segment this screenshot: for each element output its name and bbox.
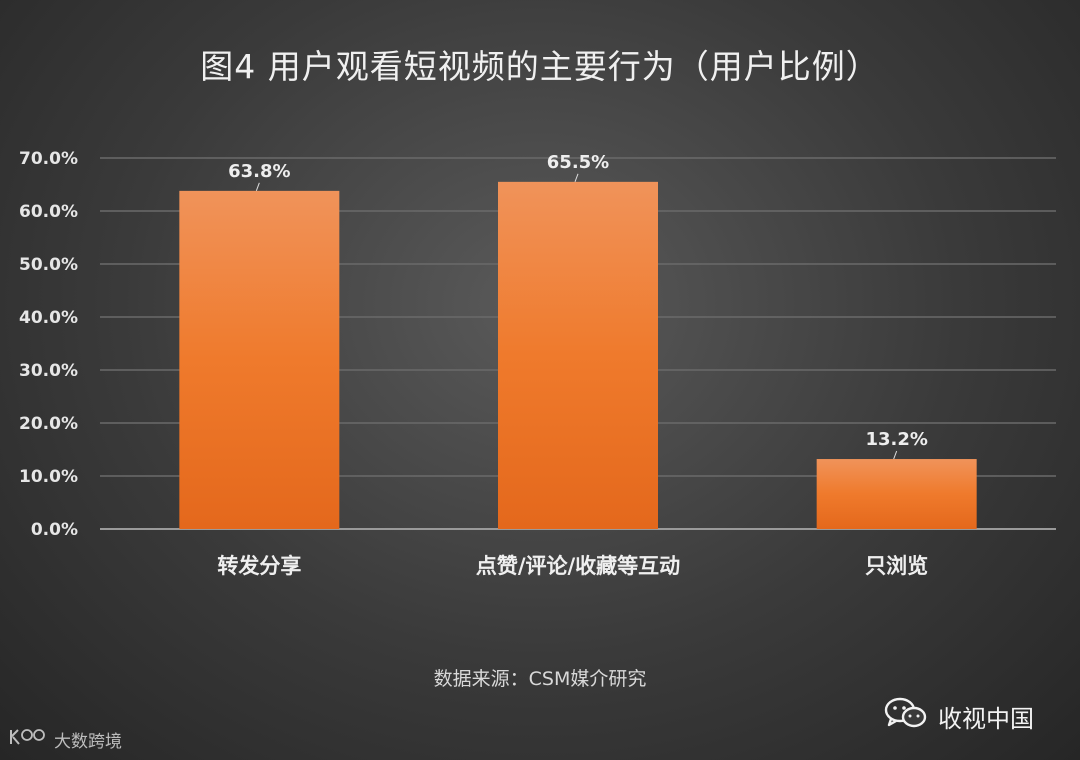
- watermark-right-text: 收视中国: [938, 704, 1034, 733]
- y-tick-label: 0.0%: [31, 520, 78, 540]
- bar: [179, 190, 340, 530]
- watermark-left-text: 大数跨境: [54, 732, 122, 752]
- y-tick-label: 50.0%: [19, 255, 78, 275]
- chart-title: 图4 用户观看短视频的主要行为（用户比例）: [200, 47, 880, 86]
- y-tick-label: 10.0%: [19, 467, 78, 487]
- bar: [498, 181, 658, 529]
- bar: [816, 459, 977, 529]
- brand-logo-icon: [8, 726, 48, 753]
- data-label-leader-line: [574, 173, 579, 183]
- data-label-leader-line: [893, 450, 898, 460]
- data-label: 13.2%: [865, 429, 927, 450]
- x-category-label: 只浏览: [865, 554, 928, 578]
- data-label: 65.5%: [547, 152, 609, 173]
- x-category-label: 点赞/评论/收藏等互动: [476, 554, 680, 578]
- data-source-note: 数据来源：CSM媒介研究: [433, 668, 647, 690]
- y-tick-label: 70.0%: [19, 149, 78, 169]
- watermark-shoushi-zhongguo: 收视中国: [884, 696, 1034, 736]
- y-tick-label: 30.0%: [19, 361, 78, 381]
- watermark-dashu-kuajing: 大数跨境: [8, 726, 122, 753]
- y-tick-label: 40.0%: [19, 308, 78, 328]
- x-category-label: 转发分享: [217, 554, 301, 578]
- wechat-icon: [884, 696, 928, 736]
- data-label-leader-line: [255, 182, 260, 192]
- y-tick-label: 20.0%: [19, 414, 78, 434]
- y-tick-label: 60.0%: [19, 202, 78, 222]
- data-label: 63.8%: [228, 161, 290, 182]
